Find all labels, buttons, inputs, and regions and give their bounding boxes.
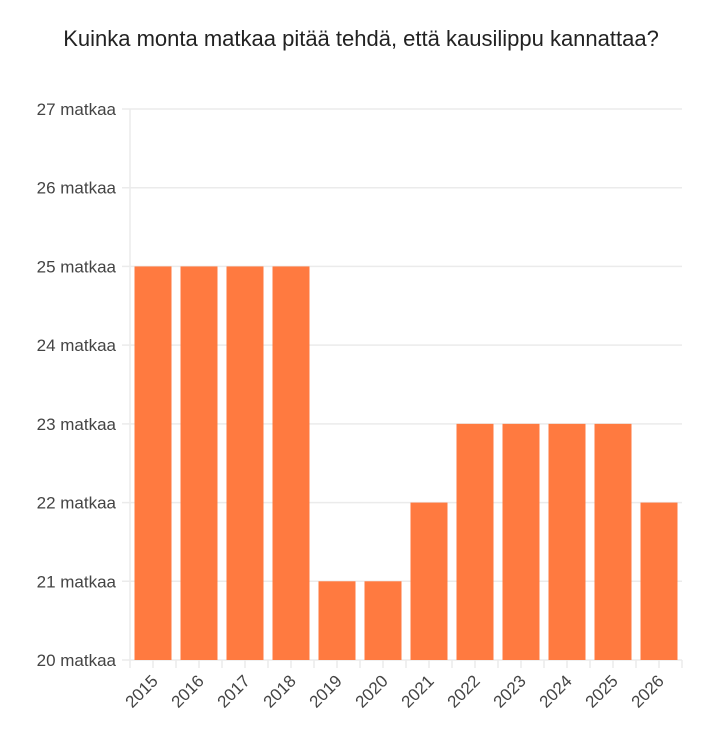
bar-2018 [272, 266, 310, 660]
bar-2022 [456, 423, 494, 660]
y-tick-label: 22 matkaa [37, 494, 117, 513]
x-tick-label: 2016 [168, 671, 208, 711]
x-tick-label: 2018 [260, 671, 300, 711]
x-tick-label: 2021 [398, 671, 438, 711]
y-tick-label: 20 matkaa [37, 651, 117, 670]
bar-2020 [364, 581, 402, 660]
x-tick-label: 2023 [490, 671, 530, 711]
y-tick-label: 25 matkaa [37, 257, 117, 276]
bar-2023 [502, 423, 540, 660]
bar-2017 [226, 266, 264, 660]
bar-2024 [548, 423, 586, 660]
x-tick-label: 2022 [444, 671, 484, 711]
x-tick-label: 2020 [352, 671, 392, 711]
x-tick-label: 2026 [628, 671, 668, 711]
y-tick-label: 24 matkaa [37, 336, 117, 355]
bar-2026 [640, 502, 678, 660]
bar-2015 [134, 266, 172, 660]
x-tick-label: 2017 [214, 671, 254, 711]
x-tick-label: 2025 [582, 671, 622, 711]
x-tick-label: 2019 [306, 671, 346, 711]
bar-2021 [410, 502, 448, 660]
x-tick-label: 2015 [122, 671, 162, 711]
y-tick-label: 23 matkaa [37, 415, 117, 434]
bar-2025 [594, 423, 632, 660]
y-tick-label: 26 matkaa [37, 179, 117, 198]
x-tick-label: 2024 [536, 671, 576, 711]
bar-2016 [180, 266, 218, 660]
chart-title: Kuinka monta matkaa pitää tehdä, että ka… [63, 26, 659, 51]
bar-2019 [318, 581, 356, 660]
y-tick-label: 21 matkaa [37, 572, 117, 591]
y-tick-label: 27 matkaa [37, 100, 117, 119]
